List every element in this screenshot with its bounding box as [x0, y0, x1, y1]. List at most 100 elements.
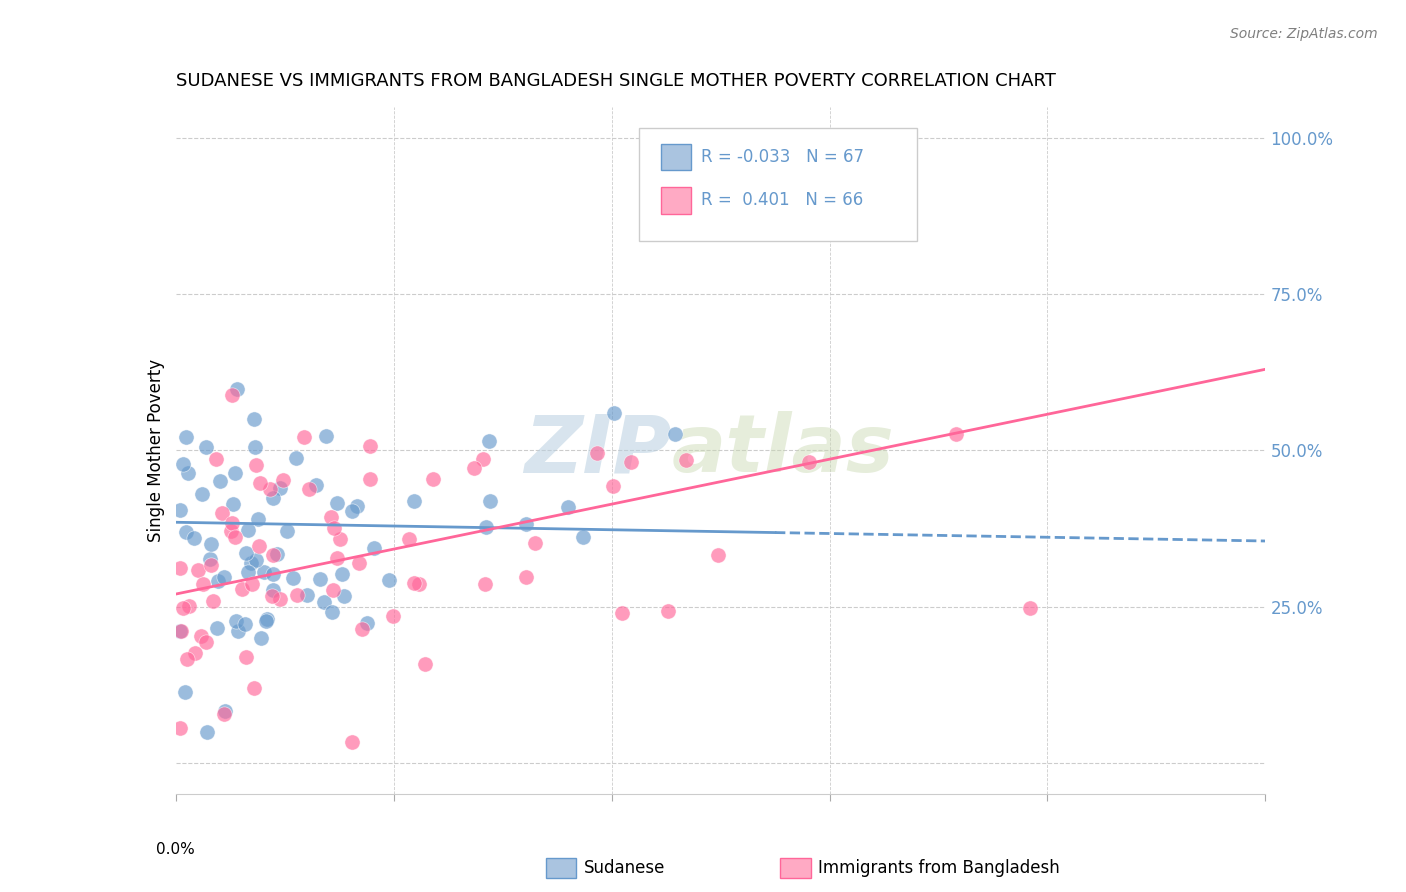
- Point: [262, 548, 284, 562]
- Text: R =  0.401   N = 66: R = 0.401 N = 66: [702, 192, 863, 210]
- Point: [193, 577, 215, 591]
- Point: [238, 565, 260, 579]
- Point: [231, 582, 253, 596]
- Point: [235, 617, 257, 632]
- Point: [297, 588, 319, 602]
- Point: [174, 430, 197, 444]
- Point: [350, 622, 373, 636]
- Point: [322, 521, 344, 535]
- Point: [200, 558, 222, 572]
- Point: [314, 595, 336, 609]
- Point: [194, 440, 217, 454]
- Point: [184, 646, 207, 660]
- Point: [276, 524, 298, 538]
- Point: [479, 494, 502, 508]
- Point: [402, 575, 425, 590]
- Point: [207, 574, 229, 589]
- Point: [321, 510, 343, 524]
- Text: ZIP: ZIP: [524, 411, 672, 490]
- FancyBboxPatch shape: [638, 128, 917, 241]
- Text: Immigrants from Bangladesh: Immigrants from Bangladesh: [818, 859, 1060, 877]
- Point: [191, 487, 214, 501]
- Point: [305, 478, 328, 492]
- Point: [205, 621, 228, 635]
- Point: [225, 382, 247, 396]
- Point: [707, 548, 730, 562]
- Point: [183, 532, 205, 546]
- Point: [169, 502, 191, 516]
- Point: [284, 450, 307, 465]
- Point: [259, 483, 281, 497]
- Point: [1019, 601, 1042, 615]
- Point: [195, 725, 218, 739]
- Point: [269, 481, 291, 495]
- Point: [333, 589, 356, 603]
- Point: [243, 411, 266, 425]
- Point: [603, 406, 626, 420]
- Point: [224, 466, 246, 480]
- Point: [247, 511, 270, 525]
- Point: [315, 429, 337, 443]
- Point: [664, 427, 686, 442]
- Point: [200, 537, 222, 551]
- Point: [177, 466, 200, 480]
- Point: [283, 571, 305, 585]
- Point: [224, 530, 246, 544]
- Point: [202, 593, 225, 607]
- Point: [240, 576, 263, 591]
- Point: [169, 722, 191, 736]
- Point: [321, 605, 343, 619]
- Point: [245, 552, 267, 566]
- Point: [945, 427, 967, 442]
- Point: [169, 561, 191, 575]
- Point: [254, 614, 277, 628]
- Y-axis label: Single Mother Poverty: Single Mother Poverty: [146, 359, 165, 542]
- Point: [221, 497, 243, 511]
- Point: [266, 547, 288, 561]
- Point: [243, 440, 266, 454]
- Point: [340, 735, 363, 749]
- Point: [610, 607, 633, 621]
- Point: [211, 506, 233, 520]
- Point: [329, 533, 352, 547]
- Point: [271, 473, 294, 487]
- Point: [240, 556, 263, 570]
- Point: [359, 472, 381, 486]
- Point: [657, 604, 679, 618]
- Point: [675, 453, 697, 467]
- Point: [249, 475, 271, 490]
- Point: [173, 684, 195, 698]
- Point: [225, 614, 247, 628]
- Point: [228, 624, 250, 639]
- Point: [190, 629, 212, 643]
- Text: Source: ZipAtlas.com: Source: ZipAtlas.com: [1230, 27, 1378, 41]
- Point: [219, 524, 242, 538]
- Point: [797, 455, 820, 469]
- Point: [269, 591, 291, 606]
- FancyBboxPatch shape: [661, 145, 692, 170]
- Point: [347, 556, 370, 570]
- Point: [322, 583, 344, 598]
- Point: [381, 608, 404, 623]
- Text: SUDANESE VS IMMIGRANTS FROM BANGLADESH SINGLE MOTHER POVERTY CORRELATION CHART: SUDANESE VS IMMIGRANTS FROM BANGLADESH S…: [176, 72, 1056, 90]
- Point: [571, 531, 593, 545]
- Point: [515, 570, 537, 584]
- Point: [172, 457, 194, 471]
- Point: [292, 430, 315, 444]
- Point: [515, 516, 537, 531]
- Point: [346, 499, 368, 513]
- Point: [262, 491, 284, 505]
- Point: [247, 539, 270, 553]
- Point: [195, 635, 218, 649]
- Point: [298, 483, 321, 497]
- Point: [524, 535, 547, 549]
- Text: 0.0%: 0.0%: [156, 842, 195, 857]
- Text: R = -0.033   N = 67: R = -0.033 N = 67: [702, 148, 863, 166]
- Point: [172, 601, 194, 615]
- Point: [170, 624, 193, 638]
- Point: [408, 577, 430, 591]
- Point: [586, 445, 609, 459]
- FancyBboxPatch shape: [661, 187, 692, 213]
- Point: [557, 500, 579, 515]
- Point: [326, 550, 349, 565]
